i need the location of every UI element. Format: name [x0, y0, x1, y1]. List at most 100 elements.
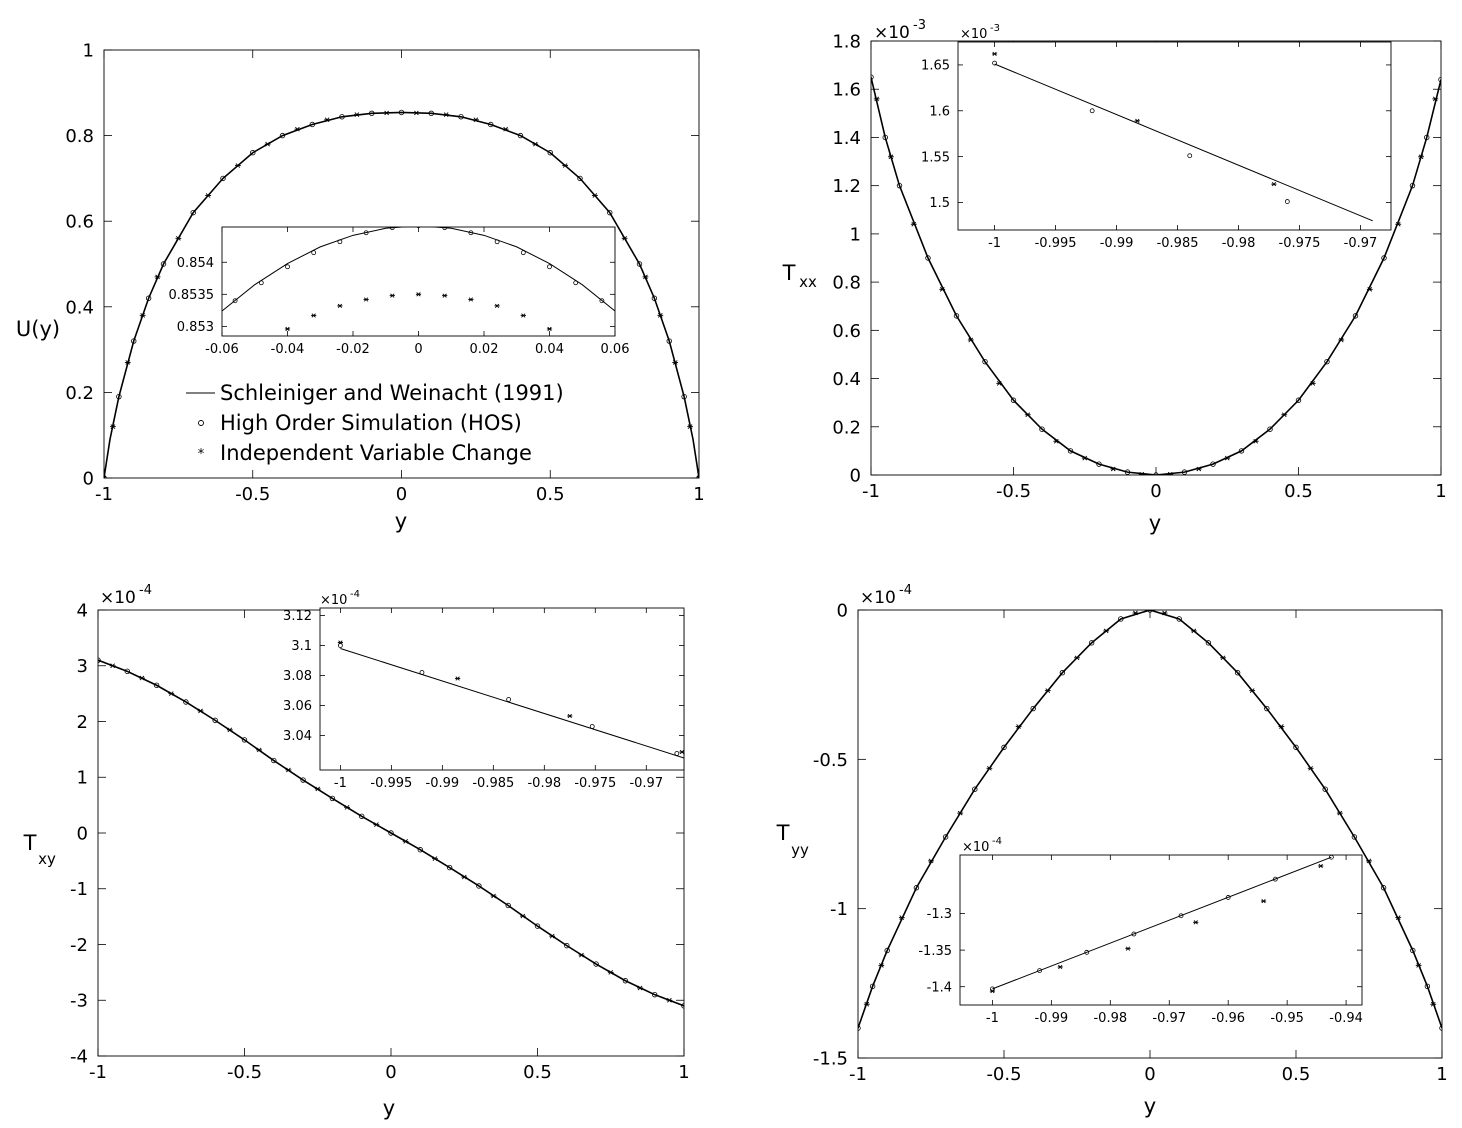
- txx-main-series-hos-point: [1267, 426, 1273, 432]
- txy-main-series-hos-point: [505, 902, 511, 909]
- panel-txy: -1 -0.5 0 0.5 1 -4 -3 -2 -1 0 1 2 3 4 T xy y ×10 -4 -…: [23, 583, 690, 1120]
- tyy-main-series-ivc-stroke: [1279, 724, 1284, 729]
- u-main-series-ivc-point: [591, 193, 598, 198]
- txx-main-series-hos-point: [1010, 397, 1017, 403]
- u-main-series-ivc-point: [502, 126, 509, 132]
- u-inset-ytick-label: 0.854: [177, 256, 214, 271]
- txx-main-series-ivc-stroke: [874, 96, 880, 102]
- u-main-series-ivc-stroke: [235, 163, 241, 168]
- tyy-inset-axes-box: [959, 854, 1363, 1006]
- txx-inset-ytick-label: 1.5: [929, 196, 950, 211]
- txx-main-series-ivc-point: [1366, 286, 1373, 292]
- u-inset-series-hos-point: [337, 239, 343, 245]
- txy-exponent-base: ×10: [100, 588, 136, 608]
- txy-inset-series-ivc-stroke: [338, 640, 343, 645]
- u-inset-xtick-label: 0.04: [535, 342, 564, 357]
- txy-main-series-ivc-point: [519, 913, 526, 919]
- tyy-main-series-ivc-point: [1074, 655, 1080, 661]
- tyy-main-series-hos-point: [913, 885, 920, 891]
- tyy-main-xtick-label: -0.5: [986, 1064, 1021, 1085]
- txy-main-ytick-label: 1: [77, 768, 88, 789]
- tyy-inset-series-ivc-stroke: [990, 988, 995, 994]
- txx-chart: -1 -0.5 0 0.5 1 0 0.2 0.4 0.6 0.8 1 1.2 1.4 1.6 1.8: [832, 31, 1446, 502]
- u-inset-xtick-label: -0.02: [336, 342, 370, 357]
- txx-main-series-ivc-point: [1418, 154, 1424, 160]
- u-main-series-ivc-stroke: [657, 313, 663, 318]
- txy-inset-xtick-label: -1: [334, 776, 347, 791]
- u-main-series-ivc-stroke: [295, 126, 300, 132]
- u-main-series-ivc-stroke: [562, 163, 568, 168]
- tyy-ylabel-sub: yy: [791, 841, 809, 859]
- tyy-main-series-ivc-point: [1415, 963, 1422, 968]
- tyy-main-ytick-label: -1.5: [813, 1048, 848, 1069]
- txx-inset-series-ivc-point: [1134, 118, 1140, 124]
- tyy-ylabel: T yy: [776, 821, 809, 859]
- tyy-inset-exponent-power: -4: [992, 836, 1002, 847]
- tyy-inset-xtick-label: -0.94: [1329, 1011, 1363, 1026]
- txy-main-series-hos-point: [300, 777, 306, 783]
- txy-inset-series-ivc-stroke: [455, 676, 460, 681]
- txy-main-series-ivc-stroke: [315, 786, 321, 792]
- txx-main-ytick-label: 0.2: [832, 417, 861, 438]
- tyy-inset-xtick-label: -1: [986, 1011, 999, 1026]
- u-xlabel: y: [395, 509, 407, 533]
- legend-circle-marker: [198, 420, 204, 426]
- tyy-exponent-base: ×10: [860, 588, 896, 608]
- tyy-inset-xtick-label: -0.95: [1270, 1011, 1304, 1026]
- txy-main-xtick-label: 0: [385, 1062, 396, 1083]
- u-inset-series-ivc-point: [546, 326, 553, 332]
- txx-main-series-hos-point: [1352, 313, 1359, 319]
- legend-star-marker: *: [198, 447, 205, 462]
- u-main-series-hos-point: [681, 393, 687, 400]
- txx-ylabel-sub: xx: [799, 273, 817, 291]
- tyy-main-series-hos-point: [1205, 640, 1212, 646]
- txy-inset-series-ivc-point: [455, 676, 461, 681]
- u-inset-series-hos-point: [599, 298, 605, 304]
- tyy-main-series-ivc-point: [1044, 688, 1051, 693]
- txy-inset-xtick-label: -0.99: [426, 776, 460, 791]
- u-main-series-ivc-stroke: [503, 126, 508, 132]
- txx-main-series-hos-point: [1409, 182, 1416, 189]
- tyy-main-series-ivc-stroke: [1133, 610, 1138, 616]
- tyy-inset-xtick-label: -0.96: [1211, 1011, 1245, 1026]
- tyy-inset-xtick-label: -0.97: [1152, 1011, 1186, 1026]
- txx-main-series-hos-point: [896, 182, 903, 189]
- u-inset: -0.06 -0.04 -0.02 0 0.02 0.04 0.06 0.853 0.8535 0…: [169, 226, 629, 357]
- txy-main-series-ivc-point: [432, 856, 438, 861]
- txx-main-series-hos-point: [1039, 426, 1045, 432]
- u-main-xtick-label: -1: [95, 484, 113, 505]
- txx-main-series-ivc-stroke: [1253, 438, 1259, 444]
- txy-inset-ytick-label: 3.12: [283, 609, 312, 624]
- tyy-main-series-hos-point: [1118, 616, 1124, 622]
- txx-main-series-ivc-point: [1252, 438, 1259, 444]
- tyy-main-xtick-label: 0: [1144, 1064, 1155, 1085]
- txy-main-series-ivc-stroke: [608, 970, 614, 975]
- txx-main-series-ivc-stroke: [888, 154, 894, 160]
- tyy-main-series-hos-point: [1264, 705, 1270, 712]
- txx-main-xtick-label: 0.5: [1284, 481, 1313, 502]
- txx-main-series-hos-point: [1295, 397, 1302, 403]
- tyy-main-axes-box: [857, 609, 1443, 1059]
- tyy-inset-series-hos-point: [1272, 876, 1278, 882]
- txy-inset-ytick-label: 3.08: [283, 669, 312, 684]
- tyy-inset-series-hos-point: [1178, 913, 1184, 919]
- tyy-main-series-ivc-stroke: [864, 1001, 870, 1007]
- txy-inset-xtick-label: -0.995: [370, 776, 412, 791]
- tyy-main-series-hos-point: [1410, 947, 1416, 954]
- txx-main-series-ivc-point: [996, 381, 1003, 386]
- txx-main-series-ivc-stroke: [911, 221, 917, 227]
- txx-inset-axes-box: [957, 41, 1392, 231]
- txx-main-xtick-label: 0: [1150, 481, 1161, 502]
- txx-main-ytick-label: 1.2: [832, 176, 861, 197]
- tyy-main-series-hos-point: [942, 834, 949, 840]
- tyy-main-series-ivc-stroke: [899, 915, 905, 920]
- txx-main-series-ivc-point: [1338, 337, 1345, 343]
- txx-main-series-ivc-point: [1110, 466, 1117, 472]
- txx-main-series-hos-point: [925, 255, 931, 261]
- txx-main-series-ivc-point: [1395, 221, 1402, 227]
- u-main-series-ivc-point: [264, 141, 271, 147]
- tyy-main-series-ivc-point: [1161, 610, 1168, 616]
- txy-main-series-ivc-point: [607, 970, 614, 975]
- tyy-main-series-ivc-stroke: [957, 810, 963, 816]
- panel-u: -1 -0.5 0 0.5 100.20.40.60.81 U(y) y -0.06 -0…: [16, 40, 705, 533]
